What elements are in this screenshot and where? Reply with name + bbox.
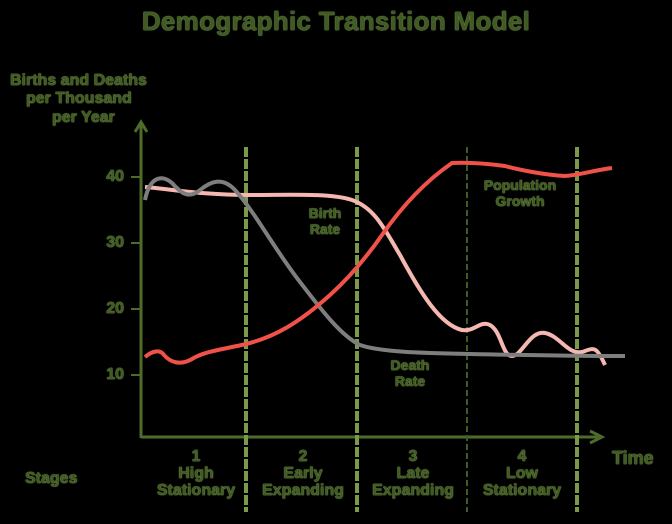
y-axis	[131, 119, 149, 438]
death-rate-annotation: Death Rate	[380, 357, 440, 389]
stage-1-line1: High	[178, 465, 214, 482]
chart-title: Demographic Transition Model	[141, 6, 531, 36]
stage-4-line2: Stationary	[482, 482, 562, 499]
stages-label: Stages	[25, 470, 78, 487]
stage-3: 3 Late Expanding	[357, 448, 469, 499]
y-axis-label-line3: per Year	[52, 109, 115, 126]
population-growth-annotation-line1: Population	[483, 177, 557, 193]
birth-rate-line	[144, 185, 607, 366]
stage-3-line2: Expanding	[372, 482, 454, 499]
x-axis-label: Time	[612, 448, 654, 468]
stage-1-line2: Stationary	[156, 482, 236, 499]
stage-2-number: 2	[298, 448, 308, 465]
stage-4: 4 Low Stationary	[466, 448, 578, 499]
population-growth-annotation-line2: Growth	[495, 193, 545, 209]
stage-4-number: 4	[517, 448, 527, 465]
y-axis-arrow-icon	[133, 119, 149, 133]
stage-2: 2 Early Expanding	[247, 448, 359, 499]
death-rate-annotation-line1: Death	[390, 357, 430, 373]
stage-4-line1: Low	[506, 465, 538, 482]
y-tick-20: 20	[106, 300, 124, 317]
y-axis-label-line1: Births and Deaths	[10, 72, 147, 89]
stage-1: 1 High Stationary	[140, 448, 252, 499]
y-tick-40: 40	[106, 168, 124, 185]
population-growth-line	[143, 160, 613, 365]
death-rate-line	[143, 176, 626, 358]
stage-3-number: 3	[408, 448, 418, 465]
x-axis	[141, 429, 606, 445]
death-rate-annotation-line2: Rate	[394, 373, 426, 389]
birth-rate-annotation-line1: Birth	[308, 205, 342, 221]
stage-1-number: 1	[191, 448, 201, 465]
stage-2-line2: Expanding	[262, 482, 344, 499]
stage-3-line1: Late	[396, 465, 430, 482]
stage-2-line1: Early	[283, 465, 323, 482]
x-axis-arrow-icon	[589, 429, 606, 445]
y-tick-10: 10	[106, 366, 124, 383]
y-axis-label-line2: per Thousand	[26, 90, 132, 107]
birth-rate-annotation: Birth Rate	[300, 205, 350, 237]
population-growth-annotation: Population Growth	[470, 177, 570, 209]
birth-rate-annotation-line2: Rate	[309, 221, 341, 237]
y-tick-30: 30	[106, 234, 124, 251]
